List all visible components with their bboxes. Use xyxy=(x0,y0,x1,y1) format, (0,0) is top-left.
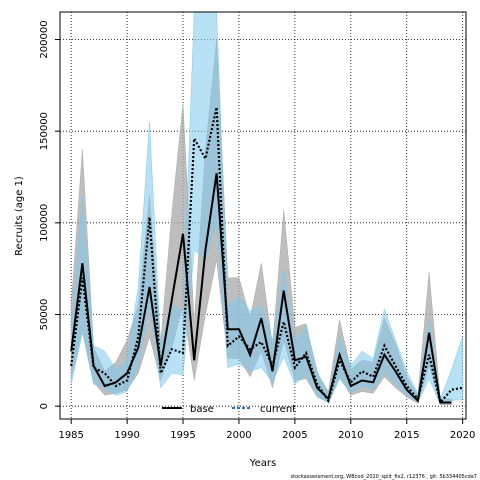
x-tick-label: 2015 xyxy=(394,430,419,441)
x-tick-label: 2010 xyxy=(338,430,363,441)
x-tick-label: 2005 xyxy=(282,430,307,441)
legend-current-label: current xyxy=(260,404,296,415)
legend-base-label: base xyxy=(190,404,214,415)
series-lines xyxy=(70,107,463,405)
x-tick-label: 1995 xyxy=(170,430,195,441)
y-tick-label: 150000 xyxy=(39,112,50,150)
x-tick-label: 2000 xyxy=(226,430,251,441)
legend: base current xyxy=(162,404,296,415)
x-tick-label: 2020 xyxy=(450,430,475,441)
x-tick-label: 1985 xyxy=(58,430,83,441)
x-tick-label: 1990 xyxy=(114,430,139,441)
y-tick-label: 100000 xyxy=(39,204,50,242)
y-tick-label: 50000 xyxy=(39,299,50,331)
y-tick-label: 0 xyxy=(39,403,50,409)
y-tick-label: 200000 xyxy=(39,20,50,58)
footer-note: stockassessment.org, WBcod_2020_split_fi… xyxy=(291,474,478,480)
y-axis: 0 50000 100000 150000 200000 xyxy=(39,20,60,409)
y-axis-title: Recruits (age 1) xyxy=(14,176,25,256)
base-series-line xyxy=(70,173,452,404)
plot-frame xyxy=(59,11,467,420)
x-axis-title: Years xyxy=(249,458,276,469)
x-axis: 1985 1990 1995 2000 2005 2010 2015 2020 xyxy=(58,419,475,441)
